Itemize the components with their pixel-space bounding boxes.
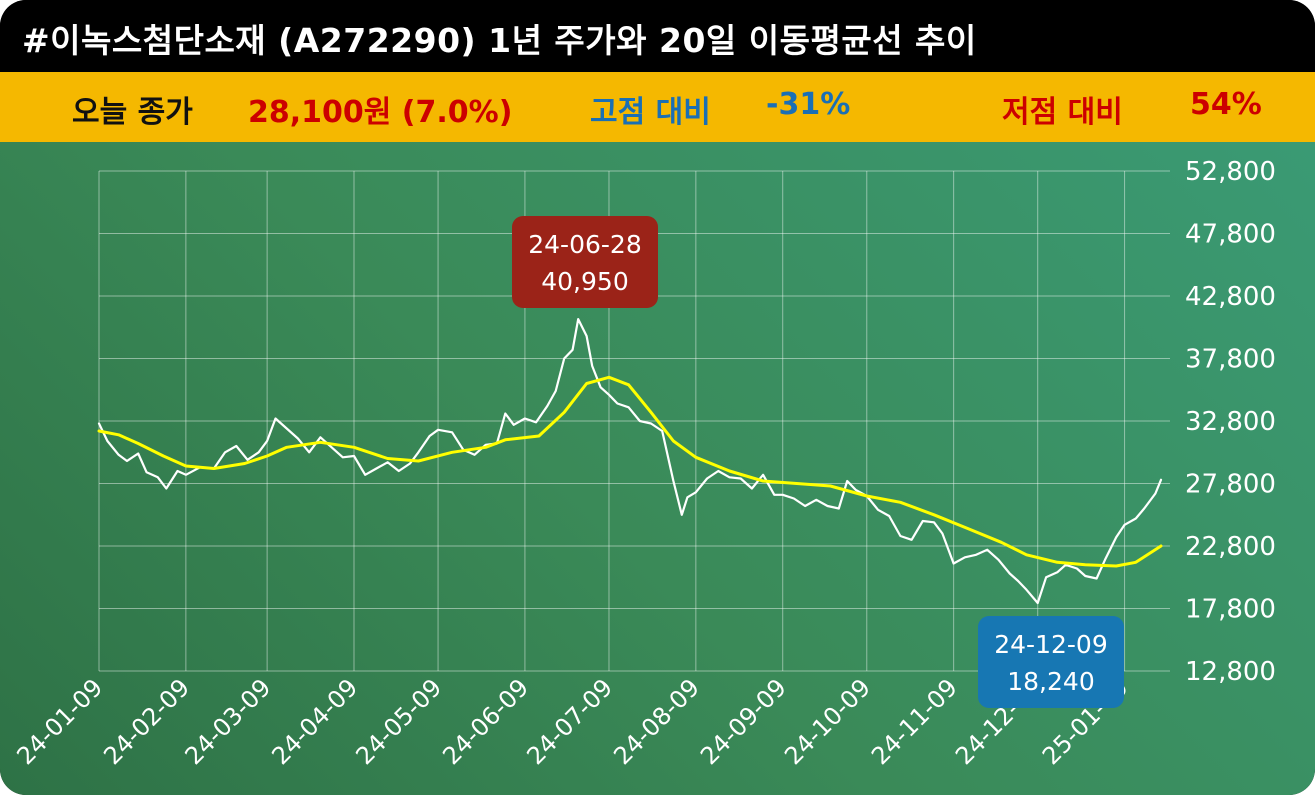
title-bar: #이녹스첨단소재 (A272290) 1년 주가와 20일 이동평균선 추이 bbox=[0, 0, 1315, 72]
close-price-label: 오늘 종가 bbox=[72, 95, 193, 130]
x-tick-label: 24-11-09 bbox=[866, 673, 963, 770]
low-callout-value: 18,240 bbox=[1007, 667, 1094, 696]
high-callout-date: 24-06-28 bbox=[528, 230, 641, 259]
y-tick-label: 27,800 bbox=[1185, 470, 1276, 500]
y-tick-label: 42,800 bbox=[1185, 282, 1276, 312]
from-low-value: 54% bbox=[1190, 87, 1262, 122]
x-tick-label: 24-01-09 bbox=[11, 673, 108, 770]
low-callout-date: 24-12-09 bbox=[994, 630, 1107, 659]
from-low-label: 저점 대비 bbox=[1002, 95, 1123, 130]
y-tick-label: 32,800 bbox=[1185, 407, 1276, 437]
high-callout-value: 40,950 bbox=[541, 267, 628, 296]
ma20-line bbox=[97, 375, 1163, 568]
x-tick-label: 24-08-09 bbox=[608, 673, 705, 770]
x-tick-label: 24-04-09 bbox=[266, 673, 363, 770]
from-high-label: 고점 대비 bbox=[590, 95, 711, 130]
from-high-value: -31% bbox=[766, 87, 851, 122]
summary-bar: 오늘 종가 28,100원 (7.0%) 고점 대비 -31% 저점 대비 54… bbox=[0, 72, 1315, 142]
y-tick-label: 22,800 bbox=[1185, 532, 1276, 562]
price-line bbox=[97, 318, 1163, 605]
y-tick-label: 37,800 bbox=[1185, 345, 1276, 375]
y-tick-label: 52,800 bbox=[1185, 157, 1276, 187]
x-tick-label: 24-02-09 bbox=[98, 673, 195, 770]
y-tick-label: 12,800 bbox=[1185, 657, 1276, 687]
x-tick-label: 24-03-09 bbox=[180, 673, 277, 770]
x-tick-label: 24-10-09 bbox=[779, 673, 876, 770]
close-price-value: 28,100원 (7.0%) bbox=[248, 95, 513, 130]
x-tick-label: 24-09-09 bbox=[695, 673, 792, 770]
y-tick-label: 47,800 bbox=[1185, 220, 1276, 250]
low-callout-box bbox=[978, 616, 1124, 708]
chart-title: #이녹스첨단소재 (A272290) 1년 주가와 20일 이동평균선 추이 bbox=[22, 21, 977, 60]
high-callout-box bbox=[512, 216, 658, 308]
x-tick-label: 24-07-09 bbox=[521, 673, 618, 770]
y-tick-label: 17,800 bbox=[1185, 595, 1276, 625]
x-tick-label: 24-06-09 bbox=[437, 673, 534, 770]
x-tick-label: 24-05-09 bbox=[350, 673, 447, 770]
